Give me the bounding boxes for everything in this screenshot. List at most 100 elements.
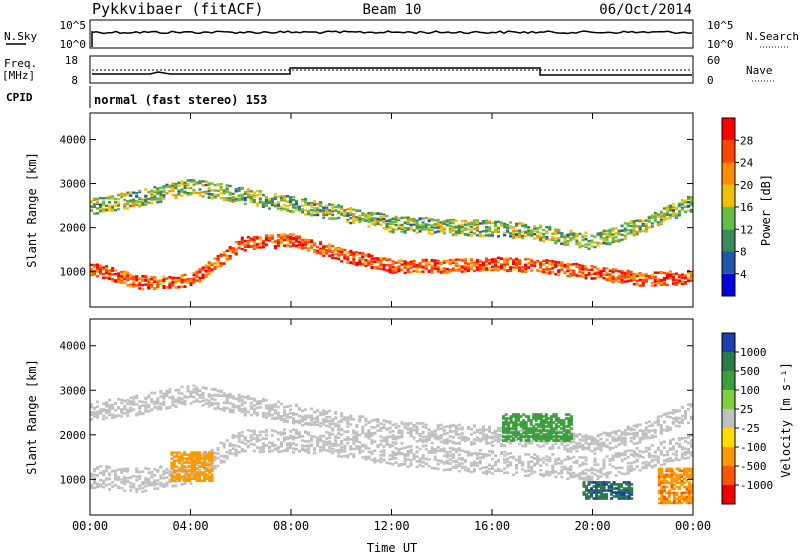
power-cell — [653, 218, 657, 221]
velocity-cell — [310, 419, 314, 422]
power-cell — [542, 263, 546, 266]
velocity-cell — [264, 415, 268, 418]
velocity-cell — [602, 466, 606, 470]
velocity-cell — [656, 461, 660, 464]
velocity-cell — [138, 404, 142, 408]
velocity-cell — [132, 474, 136, 478]
power-cell — [168, 185, 172, 189]
power-cell — [454, 263, 458, 266]
velocity-cell — [331, 432, 335, 436]
power-cell — [207, 182, 211, 185]
power-cell — [491, 221, 494, 225]
velocity-cell — [454, 450, 458, 453]
power-cell — [421, 217, 425, 220]
power-cell — [500, 267, 503, 271]
velocity-cell — [680, 437, 684, 440]
velocity-cell — [358, 440, 362, 444]
power-cell — [267, 201, 271, 204]
velocity-cell — [460, 449, 464, 452]
power-cell — [189, 186, 193, 190]
power-cell — [322, 246, 326, 249]
power-cell — [599, 273, 603, 277]
power-cell — [255, 202, 259, 205]
velocity-cell — [494, 431, 497, 435]
velocity-cell — [337, 420, 341, 424]
velocity-cell — [147, 394, 151, 398]
power-cell — [632, 226, 636, 229]
velocity-cell — [228, 444, 232, 447]
velocity-cell — [460, 457, 464, 460]
power-cell — [267, 234, 271, 238]
power-cell — [515, 233, 519, 237]
velocity-cell — [150, 475, 154, 478]
velocity-cell — [267, 404, 271, 407]
power-cell — [267, 239, 271, 242]
velocity-cell — [307, 447, 311, 450]
velocity-cell — [503, 458, 507, 461]
velocity-cell — [584, 468, 588, 472]
power-cell — [635, 232, 639, 235]
velocity-cell — [270, 417, 274, 420]
power-cell — [204, 268, 208, 271]
velocity-cell — [346, 455, 350, 459]
velocity-cell — [448, 426, 452, 429]
power-cell — [406, 261, 410, 265]
velocity-cell — [126, 476, 130, 480]
power-cell — [171, 193, 175, 197]
velocity-cell — [415, 421, 419, 425]
power-cell — [566, 262, 570, 266]
power-cell — [279, 237, 283, 240]
velocity-cell — [690, 443, 693, 447]
power-cell — [635, 272, 639, 275]
velocity-cell — [391, 444, 395, 447]
power-cell — [596, 275, 600, 278]
velocity-cell — [491, 451, 494, 455]
power-cell — [276, 195, 280, 198]
velocity-cell — [207, 464, 211, 468]
velocity-cell — [216, 447, 220, 450]
power-cell — [584, 235, 588, 238]
velocity-cell — [261, 430, 265, 434]
power-cell — [415, 227, 419, 230]
power-cell — [472, 263, 476, 266]
power-cell — [319, 249, 323, 252]
velocity-cell — [391, 441, 395, 444]
power-cell — [337, 216, 341, 220]
velocity-cell — [626, 468, 630, 471]
power-cell — [207, 272, 211, 276]
velocity-cell — [120, 468, 124, 471]
velocity-cell — [316, 415, 320, 419]
velocity-cell — [310, 416, 314, 419]
power-cell — [361, 212, 365, 215]
velocity-cell — [593, 463, 597, 466]
velocity-cell — [370, 432, 374, 436]
power-cell — [382, 257, 386, 261]
velocity-cell — [527, 466, 531, 469]
y-tick-label: 2000 — [60, 222, 87, 235]
velocity-cell — [436, 427, 440, 431]
power-cell — [656, 278, 660, 281]
power-cell — [572, 271, 576, 274]
power-cell — [325, 213, 329, 217]
power-cell — [412, 263, 416, 267]
power-cell — [415, 264, 419, 267]
velocity-cell — [421, 461, 425, 464]
power-cell — [530, 229, 534, 232]
power-cell — [237, 198, 241, 202]
power-cell — [472, 223, 476, 227]
power-cell — [283, 203, 286, 207]
velocity-cell — [605, 474, 609, 478]
velocity-cell — [316, 418, 320, 422]
power-cell — [270, 237, 274, 240]
velocity-cell — [491, 444, 494, 447]
velocity-cell — [478, 467, 482, 471]
velocity-cell — [210, 388, 214, 391]
power-cell — [159, 193, 163, 196]
nsky-tick-bottom: 10^0 — [60, 38, 87, 51]
velocity-cell — [457, 433, 461, 436]
velocity-cell — [328, 433, 332, 436]
power-cell — [569, 237, 573, 240]
power-cell — [316, 210, 320, 214]
power-cell — [584, 277, 588, 280]
power-cell — [599, 234, 603, 237]
